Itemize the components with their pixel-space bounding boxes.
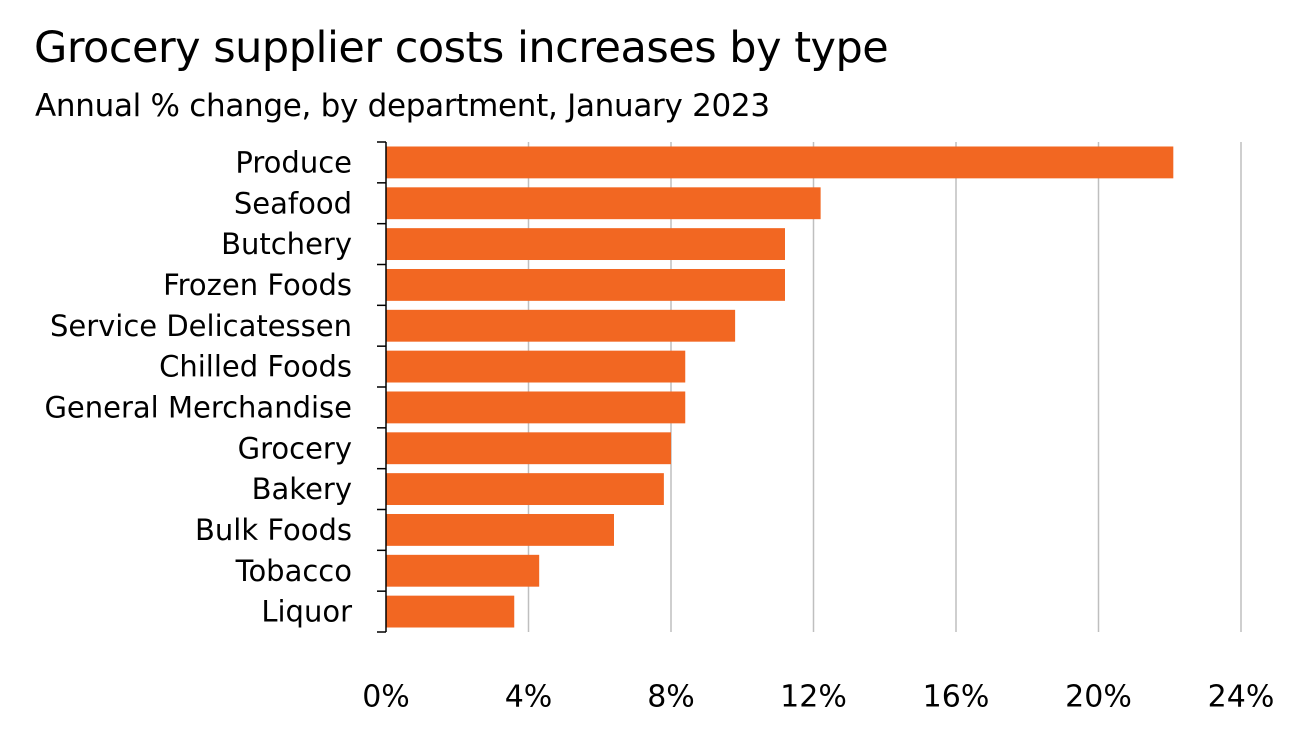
chart-title: Grocery supplier costs increases by type xyxy=(34,23,889,73)
chart-subtitle: Annual % change, by department, January … xyxy=(35,88,770,124)
category-label-3: Frozen Foods xyxy=(163,268,352,302)
y-axis xyxy=(377,141,387,633)
bar-0 xyxy=(386,146,1174,179)
x-tick-label-3: 12% xyxy=(780,680,847,715)
x-tick-label-0: 0% xyxy=(362,680,410,715)
category-label-0: Produce xyxy=(235,145,352,179)
bar-5 xyxy=(386,350,686,383)
bar-4 xyxy=(386,309,736,342)
category-label-11: Liquor xyxy=(261,595,352,629)
category-label-7: Grocery xyxy=(238,431,352,465)
bar-8 xyxy=(386,473,664,506)
category-label-8: Bakery xyxy=(252,472,352,506)
category-label-1: Seafood xyxy=(234,186,352,220)
category-label-9: Bulk Foods xyxy=(195,513,352,547)
category-label-10: Tobacco xyxy=(235,554,352,588)
x-tick-labels: 0% 4% 8% 12% 16% 20% 24% xyxy=(362,680,1274,715)
x-tick-label-2: 8% xyxy=(647,680,695,715)
bar-1 xyxy=(386,187,821,220)
category-label-6: General Merchandise xyxy=(44,390,352,424)
bar-9 xyxy=(386,513,614,546)
bar-11 xyxy=(386,595,515,628)
category-label-4: Service Delicatessen xyxy=(50,309,352,343)
gridlines xyxy=(527,142,1242,632)
bar-2 xyxy=(386,228,785,261)
bars xyxy=(386,146,1174,628)
category-label-2: Butchery xyxy=(221,227,352,261)
bar-3 xyxy=(386,268,785,301)
x-tick-label-5: 20% xyxy=(1065,680,1132,715)
category-labels: Produce Seafood Butchery Frozen Foods Servic… xyxy=(44,145,352,628)
bar-7 xyxy=(386,432,671,465)
bar-6 xyxy=(386,391,686,424)
x-tick-label-1: 4% xyxy=(505,680,553,715)
category-label-5: Chilled Foods xyxy=(159,350,352,384)
x-tick-label-4: 16% xyxy=(923,680,990,715)
bar-10 xyxy=(386,554,540,587)
x-tick-label-6: 24% xyxy=(1208,680,1275,715)
